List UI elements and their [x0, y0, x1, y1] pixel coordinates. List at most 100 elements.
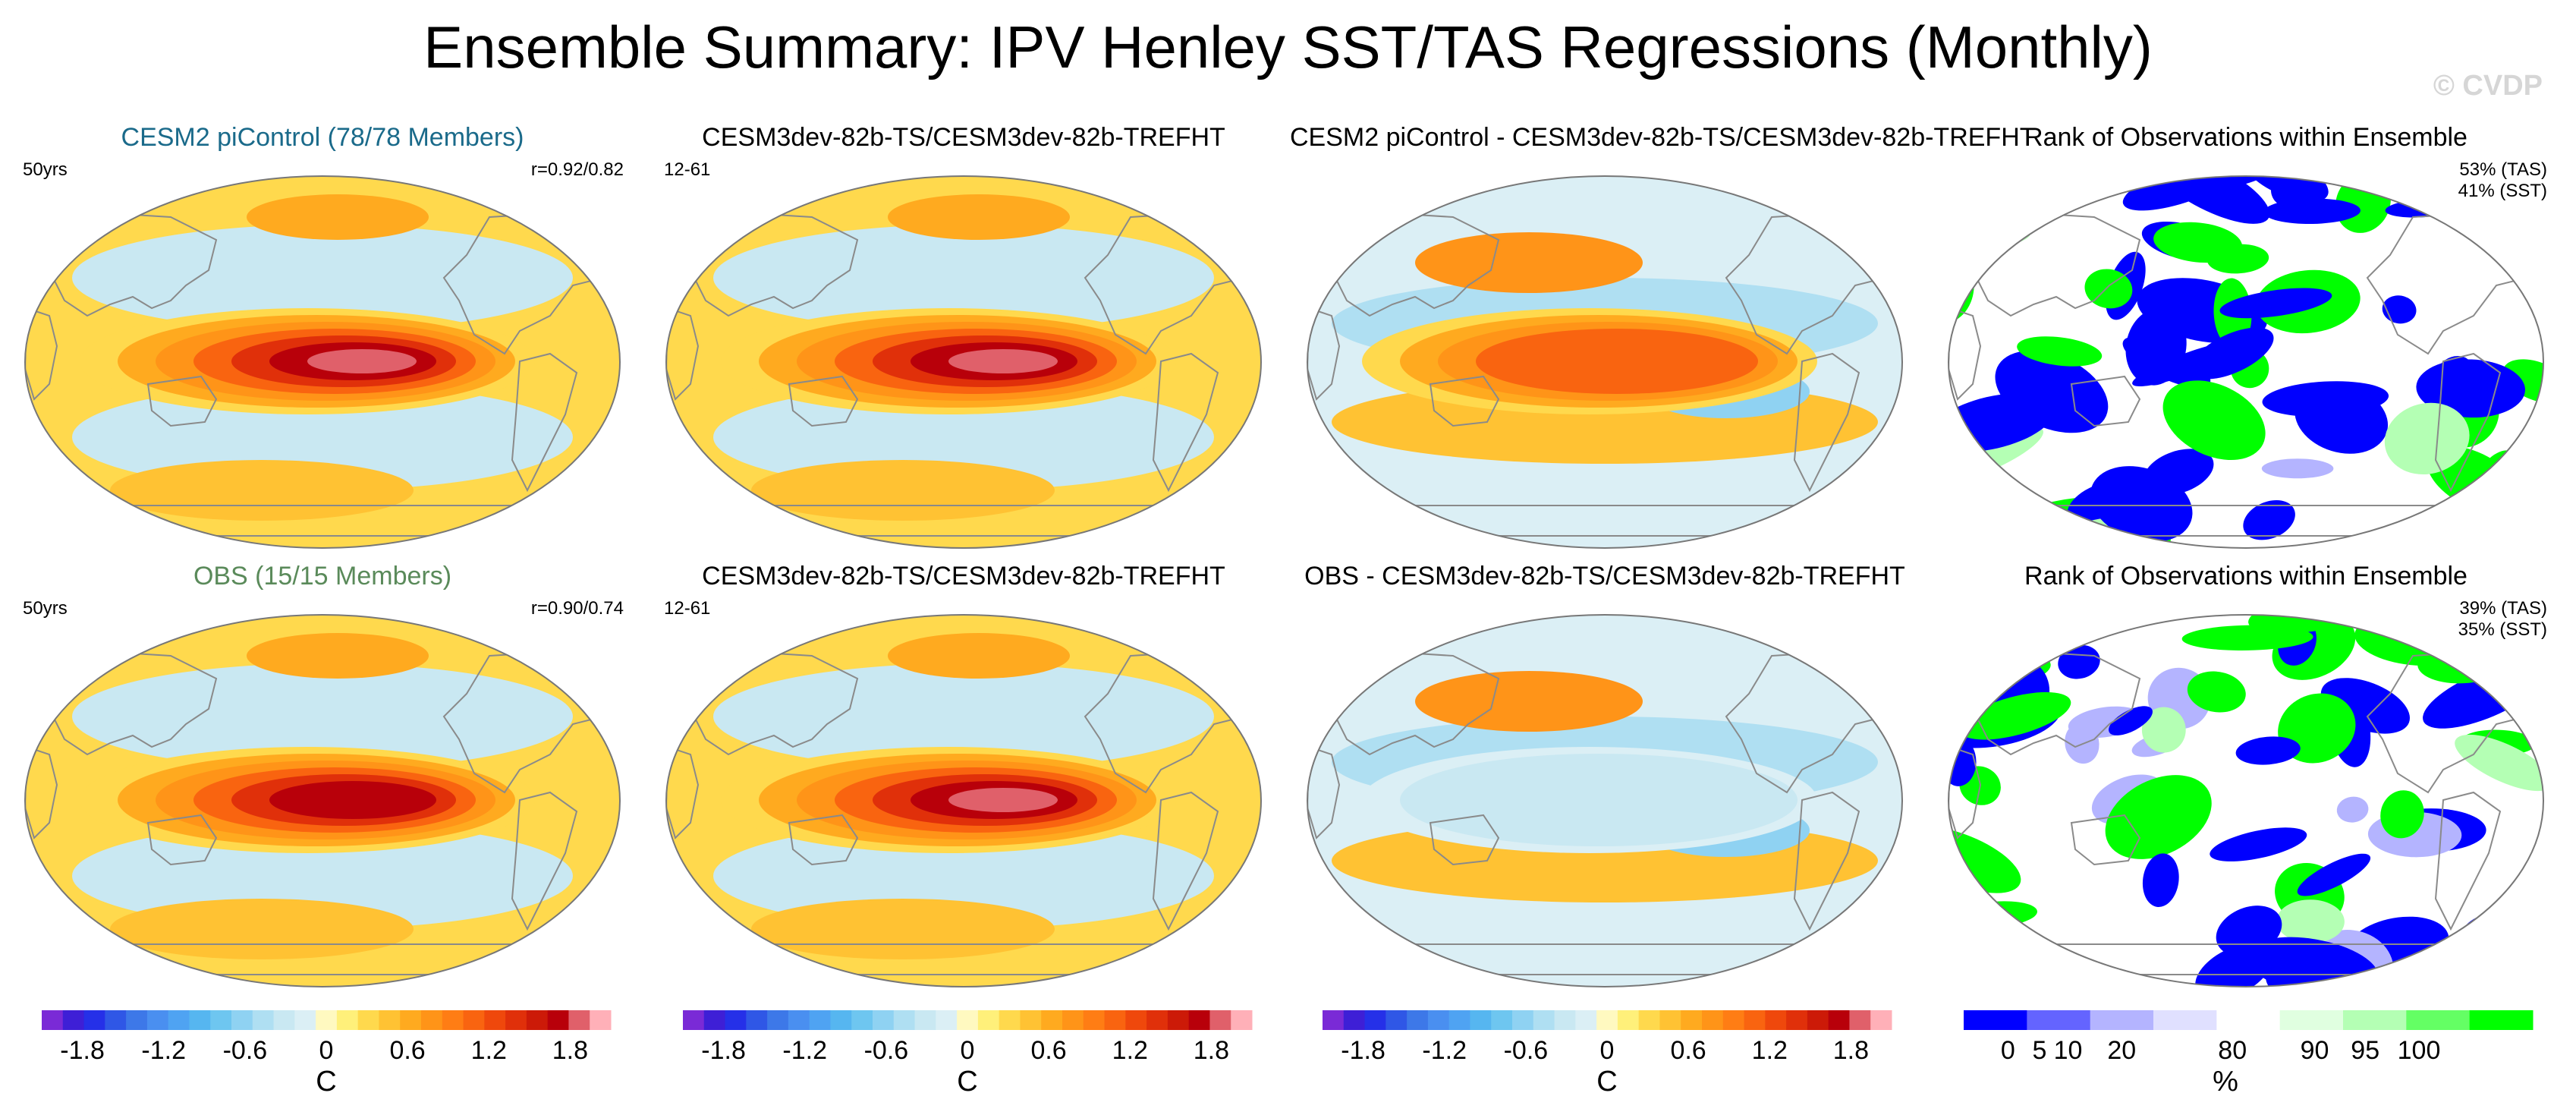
colorbar-swatch [1512, 1010, 1534, 1030]
coastline [1152, 352, 1219, 493]
period-label: 50yrs [23, 159, 68, 180]
rank-region [2455, 734, 2543, 792]
panel-r1-c2: CESM3dev-82b-TS/CESM3dev-82b-TREFHT 12-6… [649, 121, 1279, 562]
panel-title: CESM3dev-82b-TS/CESM3dev-82b-TREFHT [702, 123, 1225, 152]
rank-region [2462, 501, 2502, 543]
map-outline [1307, 175, 1903, 549]
anomaly-band [751, 899, 1055, 959]
coastline [146, 375, 218, 427]
rank-region [1959, 691, 2071, 740]
coastline [1949, 307, 1982, 401]
rank-region [2105, 775, 2212, 859]
anomaly-band [713, 225, 1214, 331]
colorbar-swatch [42, 1010, 64, 1030]
rank-region [2380, 790, 2424, 839]
colorbar-tick-label: 80 [2218, 1036, 2247, 1065]
panel-r1-c4: Rank of Observations within Ensemble 53%… [1931, 121, 2561, 562]
colorbar-swatch [1188, 1010, 1210, 1030]
coastline [666, 745, 700, 839]
colorbar-swatch [1125, 1010, 1147, 1030]
colorbar-swatch [1407, 1010, 1429, 1030]
panel-r2-c4: Rank of Observations within Ensemble 39%… [1931, 560, 2561, 1000]
coastline [549, 189, 605, 226]
colorbar-3: -1.8 -1.2 -0.6 0 0.6 1.2 1.8 C [1323, 1010, 1892, 1098]
colorbar-swatch [62, 1010, 85, 1030]
map-difference [1307, 614, 1903, 987]
anomaly-band [1415, 671, 1643, 732]
colorbar-1: -1.8 -1.2 -0.6 0 0.6 1.2 1.8 C [42, 1010, 612, 1098]
pacific-anomaly-contour [948, 349, 1058, 373]
rank-region [2464, 615, 2500, 633]
anomaly-band [110, 899, 414, 959]
colorbar-swatch [442, 1010, 464, 1030]
colorbar-swatch [746, 1010, 768, 1030]
coastline [666, 307, 700, 401]
colorbar-tick-label: -1.2 [141, 1036, 186, 1065]
rank-region [2297, 853, 2371, 896]
coastline [690, 650, 859, 756]
colorbar-tick-label: 0 [2001, 1036, 2015, 1065]
anomaly-band [247, 194, 429, 240]
colorbar-swatch [725, 1010, 747, 1030]
coastline [1307, 307, 1341, 401]
colorbar-swatch [2216, 1010, 2281, 1030]
coastline [1972, 212, 2141, 317]
colorbar-swatch [1807, 1010, 1829, 1030]
colorbar-swatch [1343, 1010, 1366, 1030]
colorbar-tick-label: -1.8 [60, 1036, 105, 1065]
panel-title: Rank of Observations within Ensemble [2024, 562, 2467, 591]
panel-r2-c2: CESM3dev-82b-TS/CESM3dev-82b-TREFHT 12-6… [649, 560, 1279, 1000]
rank-region [2243, 499, 2295, 540]
colorbar-swatch [1323, 1010, 1345, 1030]
rank-region [1949, 496, 2003, 548]
rank-region [2150, 176, 2270, 224]
colorbar-swatch [1638, 1010, 1660, 1030]
colorbar-swatch [1427, 1010, 1450, 1030]
correlation-label: r=0.90/0.74 [530, 598, 624, 619]
colorbar-swatch [316, 1010, 338, 1030]
colorbar-swatch [851, 1010, 873, 1030]
colorbar-swatch [1765, 1010, 1787, 1030]
colorbar-swatch [1575, 1010, 1597, 1030]
colorbar-swatch [1722, 1010, 1745, 1030]
colorbar-swatch [767, 1010, 789, 1030]
anomaly-band [751, 460, 1055, 521]
colorbar-swatch [893, 1010, 916, 1030]
colorbar-swatch [1062, 1010, 1084, 1030]
colorbar-tick-label: -0.6 [864, 1036, 909, 1065]
colorbar-swatch [1849, 1010, 1871, 1030]
pacific-anomaly-contour [1400, 754, 1798, 846]
map-outline [24, 614, 621, 987]
panel-title: CESM2 piControl (78/78 Members) [121, 123, 524, 152]
colorbar-swatch [703, 1010, 726, 1030]
anomaly-band [888, 194, 1070, 240]
coastline [1429, 814, 1500, 866]
colorbar-swatch [463, 1010, 485, 1030]
panel-r1-c1: CESM2 piControl (78/78 Members) 50yrs r=… [8, 121, 637, 562]
colorbar-swatch [1596, 1010, 1618, 1030]
colorbar-swatch [590, 1010, 612, 1030]
period-label: 50yrs [23, 598, 68, 619]
anomaly-band [247, 633, 429, 679]
map-regression [665, 614, 1262, 987]
rank-region [1994, 510, 2034, 548]
anomaly-band [888, 633, 1070, 679]
colorbar-tick-label: 1.8 [1194, 1036, 1229, 1065]
colorbar-swatch [1470, 1010, 1492, 1030]
panel-r2-c3: OBS - CESM3dev-82b-TS/CESM3dev-82b-TREFH… [1290, 560, 1920, 1000]
coastline [2434, 352, 2502, 493]
rank-region [2191, 327, 2274, 380]
colorbar-tick-label: -1.8 [701, 1036, 746, 1065]
colorbar-swatch [788, 1010, 810, 1030]
colorbar-swatch [1231, 1010, 1253, 1030]
colorbar-tick-label: -1.2 [1422, 1036, 1467, 1065]
colorbar-tick-label: 90 [2301, 1036, 2329, 1065]
colorbar-swatch [505, 1010, 527, 1030]
map-outline [665, 175, 1262, 549]
colorbar-swatch [1491, 1010, 1513, 1030]
anomaly-band [713, 663, 1214, 770]
colorbar-rank: 0 5 10 20 80 90 95 100% [1964, 1010, 2534, 1098]
rank-region [2142, 853, 2179, 908]
colorbar-tick-label: 1.2 [1752, 1036, 1788, 1065]
colorbar-swatch [1554, 1010, 1576, 1030]
